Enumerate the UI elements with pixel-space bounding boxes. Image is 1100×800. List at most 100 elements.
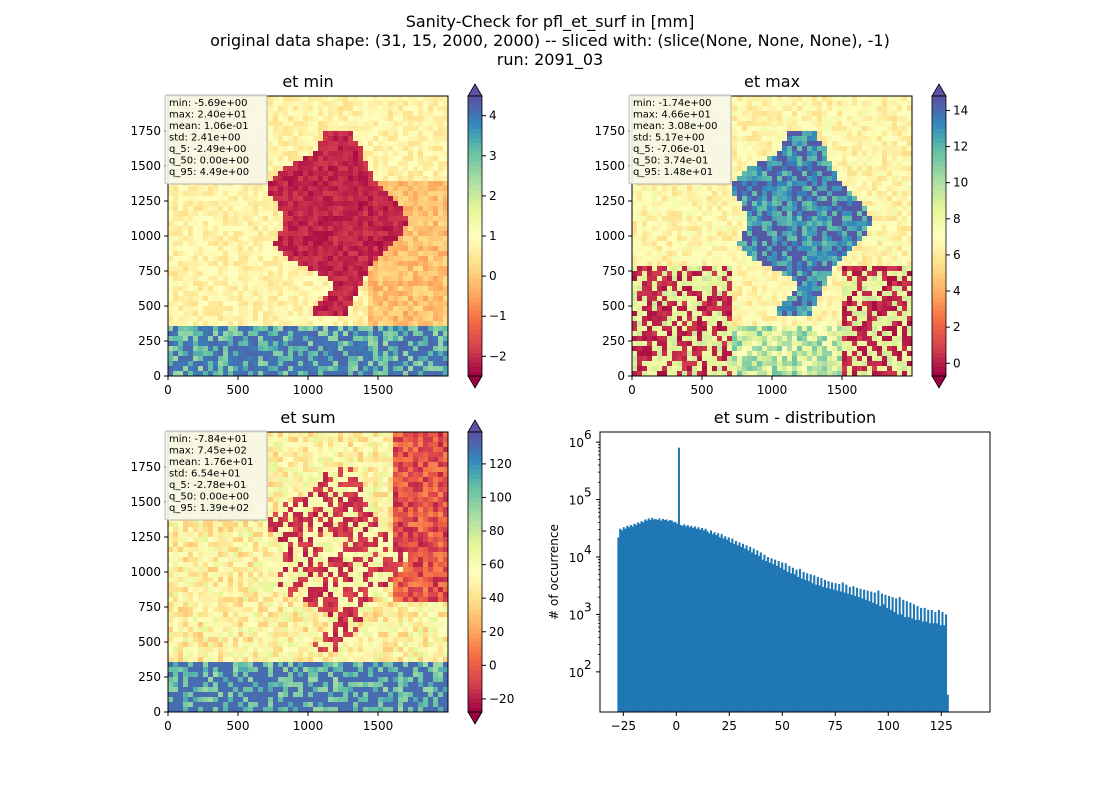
heatmap-cell [178,266,184,272]
heatmap-cell [258,196,264,202]
heatmap-cell [737,231,743,237]
heatmap-cell [218,241,224,247]
heatmap-cell [348,166,354,172]
heatmap-cell [867,186,873,192]
heatmap-cell [273,321,279,327]
heatmap-cell [273,361,279,367]
heatmap-cell [827,176,833,182]
heatmap-cell [323,311,329,317]
heatmap-cell [173,276,179,282]
heatmap-cell [403,116,409,122]
heatmap-cell [318,351,324,357]
heatmap-cell [777,236,783,242]
heatmap-cell [767,241,773,247]
colorbar-segment [468,184,482,190]
heatmap-cell [283,121,289,127]
heatmap-cell [847,116,853,122]
heatmap-cell [183,311,189,317]
heatmap-cell [842,181,848,187]
heatmap-cell [173,346,179,352]
heatmap-cell [218,291,224,297]
heatmap-cell [213,351,219,357]
heatmap-cell [777,171,783,177]
heatmap-cell [817,111,823,117]
heatmap-cell [413,111,419,117]
heatmap-cell [882,216,888,222]
heatmap-cell [403,111,409,117]
heatmap-cell [837,101,843,107]
heatmap-cell [353,176,359,182]
heatmap-cell [273,236,279,242]
heatmap-cell [752,126,758,132]
heatmap-cell [443,121,449,127]
heatmap-cell [443,231,449,237]
heatmap-cell [183,186,189,192]
heatmap-cell [343,141,349,147]
heatmap-cell [288,351,294,357]
heatmap-cell [253,276,259,282]
heatmap-cell [732,191,738,197]
heatmap-cell [258,296,264,302]
heatmap-cell [637,246,643,252]
heatmap-cell [208,321,214,327]
heatmap-cell [293,271,299,277]
heatmap-cell [348,301,354,307]
colorbar-segment [468,166,482,172]
heatmap-cell [817,191,823,197]
heatmap-cell [837,171,843,177]
heatmap-cell [318,186,324,192]
heatmap-cell [807,156,813,162]
heatmap-cell [802,221,808,227]
heatmap-cell [263,186,269,192]
heatmap-cell [288,101,294,107]
heatmap-cell [358,111,364,117]
heatmap-cell [777,156,783,162]
heatmap-cell [223,326,229,332]
heatmap-cell [797,236,803,242]
heatmap-cell [378,306,384,312]
heatmap-cell [702,191,708,197]
heatmap-cell [268,101,274,107]
heatmap-cell [812,101,818,107]
heatmap-cell [338,331,344,337]
heatmap-cell [383,361,389,367]
heatmap-cell [168,316,174,322]
heatmap-cell [408,136,414,142]
heatmap-cell [408,316,414,322]
heatmap-cell [657,241,663,247]
heatmap-cell [238,286,244,292]
heatmap-cell [228,226,234,232]
heatmap-cell [418,276,424,282]
heatmap-cell [193,196,199,202]
heatmap-cell [338,341,344,347]
heatmap-cell [388,356,394,362]
heatmap-cell [752,191,758,197]
heatmap-cell [263,361,269,367]
heatmap-cell [403,196,409,202]
heatmap-cell [652,201,658,207]
heatmap-cell [812,221,818,227]
heatmap-cell [373,156,379,162]
heatmap-cell [368,96,374,102]
heatmap-cell [443,156,449,162]
heatmap-cell [398,96,404,102]
heatmap-cell [328,286,334,292]
heatmap-cell [752,101,758,107]
figure-title: Sanity-Check for pfl_et_surf in [mm] ori… [0,12,1100,69]
heatmap-cell [408,216,414,222]
heatmap-cell [238,276,244,282]
heatmap-cell [887,161,893,167]
heatmap-cell [737,246,743,252]
heatmap-cell [268,311,274,317]
heatmap-cell [438,206,444,212]
heatmap-cell [862,231,868,237]
heatmap-cell [717,196,723,202]
heatmap-cell [403,276,409,282]
heatmap-cell [243,186,249,192]
heatmap-cell [762,151,768,157]
heatmap-cell [353,346,359,352]
heatmap-cell [248,311,254,317]
heatmap-cell [288,226,294,232]
heatmap-cell [323,256,329,262]
